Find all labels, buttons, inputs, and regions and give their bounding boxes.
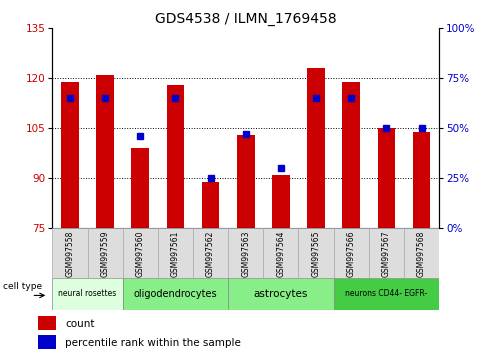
Text: GSM997568: GSM997568 — [417, 231, 426, 277]
Text: GSM997562: GSM997562 — [206, 231, 215, 277]
Text: GSM997561: GSM997561 — [171, 231, 180, 277]
Bar — [369, 228, 404, 278]
Bar — [228, 278, 334, 310]
Text: count: count — [65, 319, 95, 329]
Text: GSM997558: GSM997558 — [65, 231, 74, 277]
Bar — [38, 336, 56, 349]
Text: oligodendrocytes: oligodendrocytes — [134, 289, 217, 299]
Bar — [96, 75, 114, 228]
Bar — [307, 68, 325, 228]
Text: cell type: cell type — [2, 282, 42, 291]
Text: GSM997566: GSM997566 — [347, 231, 356, 277]
Text: GSM997567: GSM997567 — [382, 231, 391, 277]
Text: GSM997560: GSM997560 — [136, 231, 145, 277]
Bar — [342, 82, 360, 228]
Bar — [52, 278, 123, 310]
Bar — [132, 148, 149, 228]
Bar — [158, 228, 193, 278]
Bar — [413, 132, 430, 228]
Text: GSM997564: GSM997564 — [276, 231, 285, 277]
Bar — [202, 182, 220, 228]
Text: GSM997565: GSM997565 — [311, 231, 320, 277]
Text: percentile rank within the sample: percentile rank within the sample — [65, 338, 241, 348]
Bar — [228, 228, 263, 278]
Text: GSM997563: GSM997563 — [241, 231, 250, 277]
Text: neurons CD44- EGFR-: neurons CD44- EGFR- — [345, 289, 428, 298]
Bar — [123, 228, 158, 278]
Title: GDS4538 / ILMN_1769458: GDS4538 / ILMN_1769458 — [155, 12, 336, 26]
Text: GSM997559: GSM997559 — [101, 231, 110, 277]
Bar — [193, 228, 228, 278]
Text: neural rosettes: neural rosettes — [58, 289, 117, 298]
Bar — [123, 278, 228, 310]
Bar — [38, 316, 56, 330]
Bar — [263, 228, 298, 278]
Bar — [61, 82, 79, 228]
Bar — [52, 228, 87, 278]
Bar — [404, 228, 439, 278]
Bar — [378, 129, 395, 228]
Bar — [167, 85, 184, 228]
Bar — [272, 175, 290, 228]
Bar — [298, 228, 334, 278]
Text: astrocytes: astrocytes — [253, 289, 308, 299]
Bar — [334, 228, 369, 278]
Bar — [237, 135, 254, 228]
Bar — [334, 278, 439, 310]
Bar — [87, 228, 123, 278]
